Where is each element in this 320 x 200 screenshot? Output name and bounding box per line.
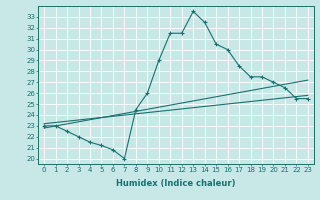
X-axis label: Humidex (Indice chaleur): Humidex (Indice chaleur) xyxy=(116,179,236,188)
